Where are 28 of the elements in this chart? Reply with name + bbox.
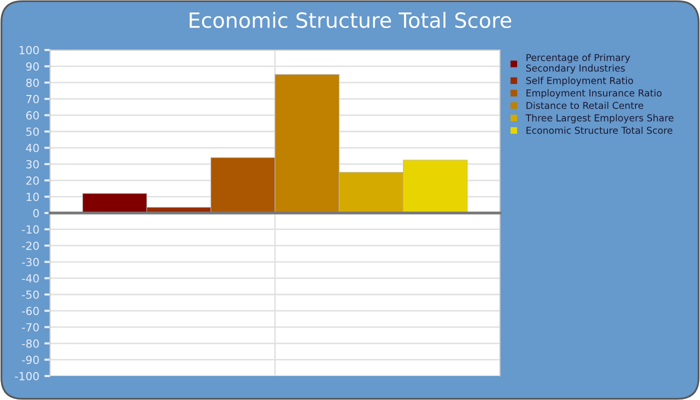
y-tick-label: -50	[22, 290, 39, 299]
y-tick-label: -20	[22, 242, 39, 250]
legend-label: Economic Structure Total Score	[526, 126, 672, 134]
legend-label: Self Employment Ratio	[526, 76, 633, 86]
legend-label: Three Largest Employers Share	[526, 114, 674, 124]
y-tick-label: -30	[22, 258, 39, 266]
y-tick-label: 50	[26, 127, 39, 136]
y-tick-label: -100	[14, 372, 39, 380]
y-tick-label: 70	[26, 94, 39, 104]
y-tick-label: -70	[22, 323, 39, 332]
y-tick-label: -80	[22, 339, 39, 348]
y-tick-label: 0	[33, 208, 39, 218]
y-tick-label: -60	[22, 306, 39, 316]
y-tick-label: 80	[26, 78, 39, 87]
y-tick-label: 20	[26, 176, 39, 185]
y-tick-label: 60	[26, 111, 39, 120]
legend-label: Distance to Retail Centre	[526, 102, 644, 109]
y-tick-label: 40	[26, 144, 39, 152]
y-tick-label: -10	[22, 225, 39, 234]
y-tick-label: -90	[22, 356, 39, 364]
y-tick-label: 30	[26, 160, 39, 168]
y-tick-label: 100	[20, 46, 39, 54]
chart-title: Economic Structure Total Score	[190, 12, 512, 28]
y-tick-label: 10	[26, 192, 39, 202]
y-tick-label: -40	[22, 274, 39, 283]
y-tick-label: 90	[26, 62, 39, 71]
legend-label: Percentage of Primary Secondary Industries	[526, 54, 630, 74]
legend-label: Employment Insurance Ratio	[526, 89, 662, 98]
